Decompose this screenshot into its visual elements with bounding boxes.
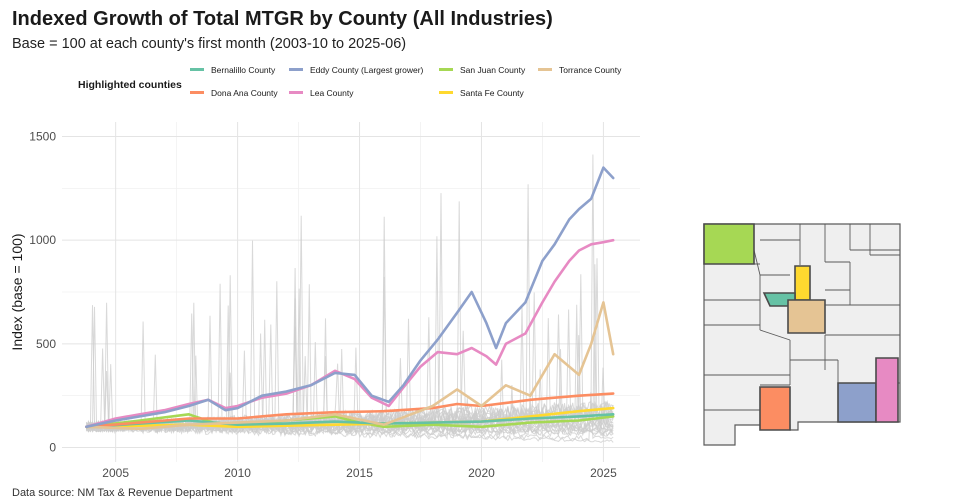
map-san-juan [703,223,755,265]
legend-label-bernalillo: Bernalillo County [211,65,276,75]
map-santa-fe [794,265,811,301]
y-tick-label: 1500 [29,130,56,144]
legend-label-lea: Lea County [310,88,354,98]
other-county-line [86,264,614,433]
y-tick-label: 0 [49,440,56,454]
series-line-torrance [85,301,615,431]
series-line-dona [85,392,615,429]
map-torrance [787,299,826,334]
data-source-note: Data source: NM Tax & Revenue Department [12,487,233,499]
series-line-san [85,413,615,429]
grid-lines [62,122,640,462]
other-county-line [85,236,614,433]
legend-label-san: San Juan County [460,65,526,75]
y-tick-label: 1000 [29,233,56,247]
x-tick-label: 2005 [102,466,129,480]
legend-label-eddy: Eddy County (Largest grower) [310,65,424,75]
legend-label-santa: Santa Fe County [460,88,525,98]
map-eddy [837,382,877,423]
legend-label-torrance: Torrance County [559,65,622,75]
other-county-line [85,281,614,438]
legend-title: Highlighted counties [78,79,182,91]
other-county-line [85,267,614,433]
nm-county-map [703,223,901,446]
map-lea [875,357,899,423]
y-tick-label: 500 [36,337,56,351]
chart-title: Indexed Growth of Total MTGR by County (… [12,8,553,30]
chart-subtitle: Base = 100 at each county's first month … [12,36,407,52]
y-axis-label: Index (base = 100) [9,233,25,350]
x-tick-label: 2010 [224,466,251,480]
legend: Highlighted counties Bernalillo County Don… [78,65,622,98]
x-tick-label: 2015 [346,466,373,480]
series-line-bernalillo [85,413,615,429]
legend-label-dona: Dona Ana County [211,88,278,98]
highlighted-series [85,166,615,431]
series-line-eddy [85,166,615,429]
x-tick-label: 2025 [590,466,617,480]
county-border [753,249,761,276]
x-tick-label: 2020 [468,466,495,480]
county-border [759,329,791,341]
map-dona-ana [759,386,791,431]
